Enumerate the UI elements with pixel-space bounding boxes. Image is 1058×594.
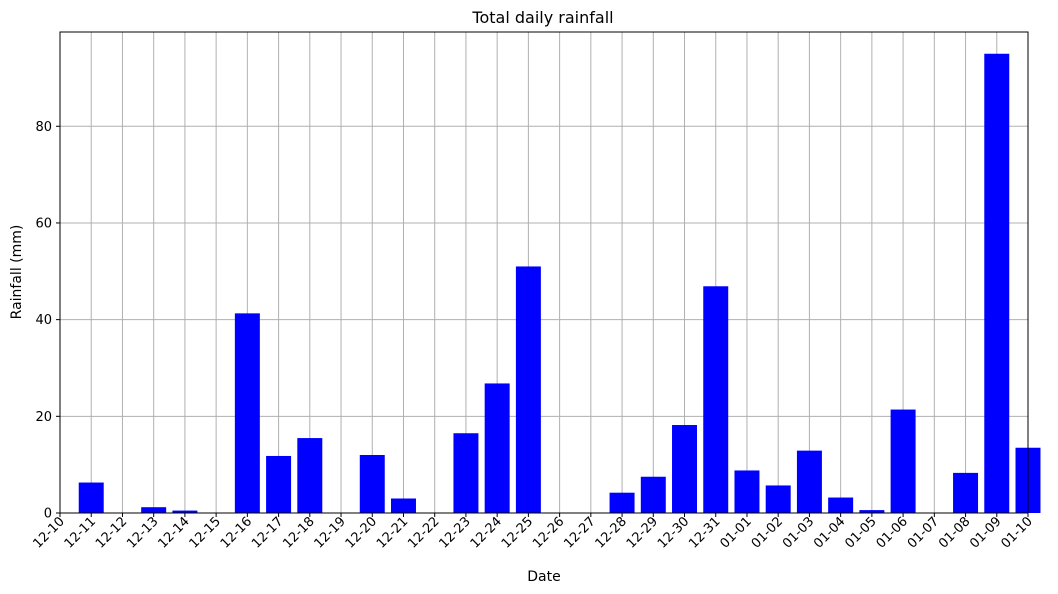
x-tick-label: 01-06 bbox=[874, 514, 911, 551]
y-axis-title: Rainfall (mm) bbox=[9, 225, 25, 320]
x-tick-label: 01-10 bbox=[999, 514, 1036, 551]
bar-12-21 bbox=[390, 498, 416, 513]
chart-title: Total daily rainfall bbox=[471, 8, 613, 27]
bar-01-08 bbox=[953, 472, 979, 513]
x-tick-label: 01-03 bbox=[780, 514, 817, 551]
bar-12-20 bbox=[359, 454, 385, 513]
x-tick-label: 01-01 bbox=[717, 514, 754, 551]
x-tick-label: 12-31 bbox=[686, 514, 723, 551]
bar-12-30 bbox=[672, 425, 698, 513]
bar-12-23 bbox=[453, 433, 479, 513]
x-tick-label: 12-15 bbox=[187, 514, 224, 551]
bar-01-02 bbox=[765, 485, 791, 513]
bar-12-31 bbox=[703, 286, 729, 513]
x-tick-label: 01-02 bbox=[749, 514, 786, 551]
bar-12-16 bbox=[234, 313, 260, 513]
bars bbox=[78, 53, 1041, 513]
x-tick-label: 01-05 bbox=[842, 514, 879, 551]
x-tick-label: 12-25 bbox=[499, 514, 536, 551]
bar-12-25 bbox=[515, 266, 541, 513]
x-tick-label: 12-16 bbox=[218, 514, 255, 551]
x-tick-label: 12-29 bbox=[624, 514, 661, 551]
y-tick-label: 20 bbox=[35, 410, 52, 425]
grid-lines bbox=[59, 32, 1029, 514]
x-tick-label: 12-24 bbox=[468, 514, 505, 551]
x-tick-label: 12-21 bbox=[374, 514, 411, 551]
plot-frame bbox=[59, 31, 1029, 514]
y-tick-label: 0 bbox=[44, 507, 52, 522]
x-tick-label: 12-22 bbox=[405, 514, 442, 551]
bar-01-04 bbox=[828, 497, 854, 513]
x-tick-label: 12-30 bbox=[655, 514, 692, 551]
x-tick-label: 12-13 bbox=[124, 514, 161, 551]
bar-12-13 bbox=[141, 507, 167, 513]
x-tick-label: 12-19 bbox=[312, 514, 349, 551]
x-tick-label: 12-17 bbox=[249, 514, 286, 551]
x-tick-label: 01-07 bbox=[905, 514, 942, 551]
x-tick-label: 12-27 bbox=[561, 514, 598, 551]
x-tick-label: 01-08 bbox=[936, 514, 973, 551]
x-tick-label: 12-11 bbox=[62, 514, 99, 551]
bar-12-28 bbox=[609, 492, 635, 513]
bar-12-11 bbox=[78, 482, 104, 513]
x-tick-label: 12-18 bbox=[280, 514, 317, 551]
x-tick-label: 12-28 bbox=[593, 514, 630, 551]
bar-12-17 bbox=[266, 455, 292, 513]
bar-01-01 bbox=[734, 470, 760, 513]
bar-01-05 bbox=[859, 510, 885, 513]
bar-12-29 bbox=[640, 476, 666, 513]
x-tick-label: 12-20 bbox=[343, 514, 380, 551]
y-tick-label: 60 bbox=[35, 216, 52, 231]
bar-01-06 bbox=[890, 409, 916, 513]
x-tick-label: 01-09 bbox=[967, 514, 1004, 551]
y-tick-label: 80 bbox=[35, 120, 52, 135]
x-tick-label: 12-12 bbox=[93, 514, 130, 551]
x-tick-label: 12-26 bbox=[530, 514, 567, 551]
bar-12-18 bbox=[297, 438, 323, 513]
x-tick-label: 12-23 bbox=[436, 514, 473, 551]
bar-12-14 bbox=[172, 510, 198, 513]
bar-01-09 bbox=[984, 53, 1010, 513]
bar-12-24 bbox=[484, 383, 510, 513]
bar-01-03 bbox=[796, 450, 822, 513]
y-axis-ticks: 0 20 40 60 80 bbox=[35, 120, 60, 522]
x-axis-ticks: 12-1012-1112-1212-1312-1412-1512-1612-17… bbox=[31, 513, 1036, 552]
y-tick-label: 40 bbox=[35, 313, 52, 328]
x-axis-title: Date bbox=[527, 569, 560, 585]
x-tick-label: 12-14 bbox=[155, 514, 192, 551]
x-tick-label: 01-04 bbox=[811, 514, 848, 551]
